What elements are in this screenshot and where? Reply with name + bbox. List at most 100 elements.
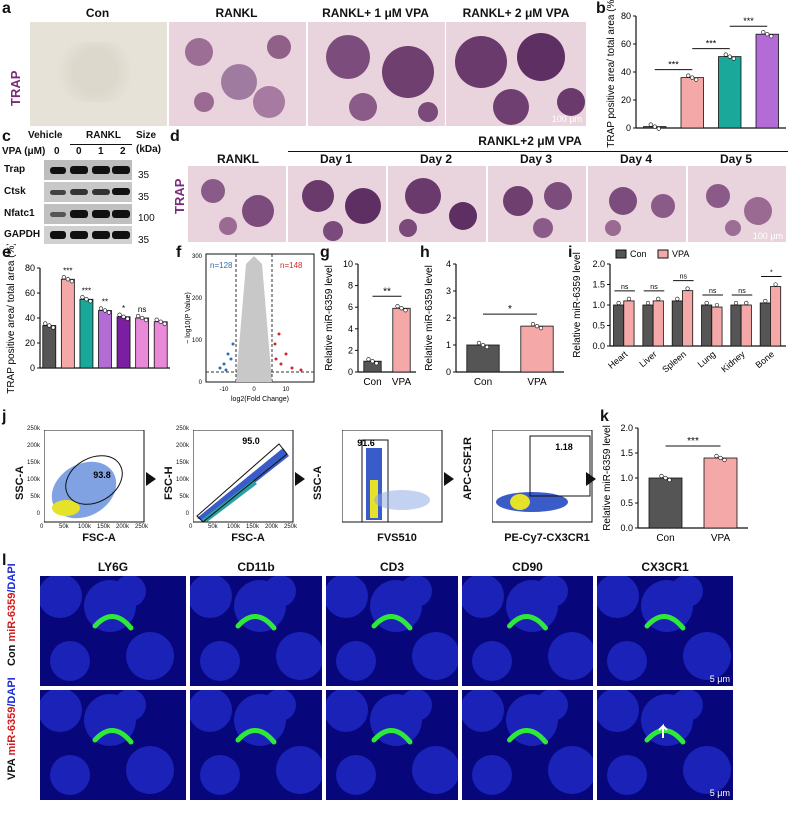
panel-l-nucleus bbox=[200, 755, 240, 795]
k-bar-0 bbox=[648, 477, 683, 529]
panel-j-ytick: 100k bbox=[175, 477, 189, 483]
i-point bbox=[616, 300, 621, 306]
panel-j-dense bbox=[510, 494, 530, 510]
panel-a-col-vpa1: RANKL+ 1 μM VPA bbox=[322, 6, 429, 20]
e-ytick-label: 0 bbox=[30, 363, 35, 373]
panel-j-xtick: 200k bbox=[116, 524, 130, 530]
panel-label-f: f bbox=[176, 244, 182, 261]
panel-l-row-name: Con bbox=[6, 641, 18, 666]
panel-l-image-vpa-cx3cr1: 5 μm bbox=[597, 690, 733, 800]
panel-l-nucleus bbox=[400, 576, 432, 607]
e-ytick-label: 20 bbox=[25, 338, 35, 348]
h-point bbox=[484, 344, 490, 350]
panel-a-col-con: Con bbox=[85, 6, 110, 20]
i-bar-vpa-lung bbox=[711, 306, 723, 347]
e-point bbox=[51, 325, 56, 330]
panel-l-scale: 5 μm bbox=[709, 788, 730, 798]
panel-l-signal bbox=[644, 728, 686, 745]
g-ytick-label: 6 bbox=[348, 302, 353, 312]
panel-j-xtick: 100k bbox=[78, 524, 92, 530]
k-point bbox=[722, 457, 727, 463]
panel-d-group-line bbox=[288, 151, 788, 152]
b-point bbox=[769, 34, 774, 39]
e-point bbox=[117, 312, 122, 317]
panel-j-xlabel-4: PE-Cy7-CX3CR1 bbox=[504, 532, 590, 544]
k-ytick-label: 1.0 bbox=[620, 473, 633, 483]
b-ytick-label: 80 bbox=[621, 11, 631, 21]
k-point bbox=[718, 455, 723, 461]
e-point bbox=[144, 317, 149, 323]
i-ytick-label: 1.5 bbox=[592, 280, 605, 290]
panel-c-rankl: RANKL bbox=[86, 130, 121, 141]
e-sig-label: ** bbox=[102, 298, 108, 307]
g-point bbox=[403, 308, 408, 313]
panel-f-xtick-0: -10 bbox=[220, 387, 229, 393]
e-sig-label: *** bbox=[82, 286, 91, 295]
panel-d-scale: 100 μm bbox=[752, 231, 783, 241]
b-bar-1 bbox=[680, 77, 704, 129]
i-xtick-label: Liver bbox=[637, 349, 658, 369]
h-bar-0 bbox=[466, 344, 500, 373]
panel-a-image-vpa1 bbox=[308, 22, 445, 126]
panel-l-nucleus bbox=[200, 641, 240, 681]
panel-j-gate bbox=[361, 439, 389, 523]
panel-j-xtick: 50k bbox=[208, 524, 218, 530]
i-xtick-label: Spleen bbox=[660, 349, 688, 375]
g-point bbox=[366, 357, 371, 362]
panel-j-ytick: 150k bbox=[26, 460, 40, 466]
panel-c-size: Size bbox=[136, 130, 157, 141]
panel-j-ylabel-3: SSC-A bbox=[312, 465, 324, 500]
i-ytick-label: 2.0 bbox=[592, 259, 605, 269]
panel-l-nucleus bbox=[536, 690, 568, 721]
panel-l-row-dapi: /DAPI bbox=[6, 563, 18, 593]
panel-j-plot-1: 93.8 bbox=[44, 430, 145, 523]
panel-j-ytick: 200k bbox=[175, 443, 189, 449]
e-point bbox=[140, 315, 145, 321]
i-sig-label: ns bbox=[709, 288, 717, 295]
panel-j-xtick: 150k bbox=[246, 524, 260, 530]
panel-l-nucleus bbox=[276, 632, 322, 680]
panel-l-col-ly6g: LY6G bbox=[97, 560, 129, 574]
panel-j-xtick: 0 bbox=[40, 524, 44, 530]
panel-a-scale: 100 μm bbox=[551, 114, 582, 124]
k-bar-1 bbox=[703, 457, 738, 529]
b-point bbox=[765, 32, 770, 37]
panel-l-nucleus bbox=[114, 576, 146, 607]
panel-d-image-5: 100 μm bbox=[688, 166, 786, 242]
i-sig-label: ns bbox=[680, 274, 688, 281]
h-ytick-label: 0 bbox=[446, 367, 451, 377]
e-ytick-label: 80 bbox=[25, 263, 35, 273]
panel-l-nucleus bbox=[548, 746, 593, 794]
i-point bbox=[704, 300, 709, 306]
i-xtick-label: Kidney bbox=[719, 349, 747, 375]
i-bar-con-heart bbox=[613, 304, 625, 347]
panel-l-nucleus bbox=[597, 576, 639, 618]
panel-l-image-con-cd3 bbox=[326, 576, 458, 686]
panel-f-n-right: n=148 bbox=[280, 261, 303, 270]
panel-l-signal bbox=[235, 614, 277, 631]
panel-j-ytick: 250k bbox=[26, 426, 40, 432]
panel-d-col-1: Day 1 bbox=[319, 152, 353, 166]
panel-d-row-label: TRAP bbox=[172, 178, 187, 214]
panel-l-nucleus bbox=[548, 632, 593, 680]
panel-c-size-nfatc1: 100 bbox=[138, 213, 155, 224]
panel-l-row-mir: miR-6359 bbox=[6, 706, 18, 756]
e-bar-3 bbox=[98, 310, 112, 369]
panel-label-c: c bbox=[2, 128, 11, 145]
panel-l-image-vpa-ly6g bbox=[40, 690, 186, 800]
g-ytick-label: 2 bbox=[348, 345, 353, 355]
panel-label-e: e bbox=[2, 244, 11, 261]
panel-label-d: d bbox=[170, 128, 180, 145]
panel-j-dense bbox=[52, 500, 80, 516]
panel-j-ytick: 0 bbox=[185, 511, 189, 517]
panel-l-image-vpa-cd11b bbox=[190, 690, 322, 800]
panel-l-nucleus bbox=[683, 632, 731, 680]
panel-j-gate-value-2: 95.0 bbox=[242, 436, 260, 446]
panel-c-size-ctsk: 35 bbox=[138, 192, 150, 203]
h-ytick-label: 2 bbox=[446, 313, 451, 323]
e-point bbox=[65, 277, 70, 282]
panel-j-ytick: 50k bbox=[30, 494, 40, 500]
i-point bbox=[733, 300, 739, 306]
i-sig-label: * bbox=[770, 270, 773, 277]
i-sig-label: ns bbox=[650, 284, 658, 291]
